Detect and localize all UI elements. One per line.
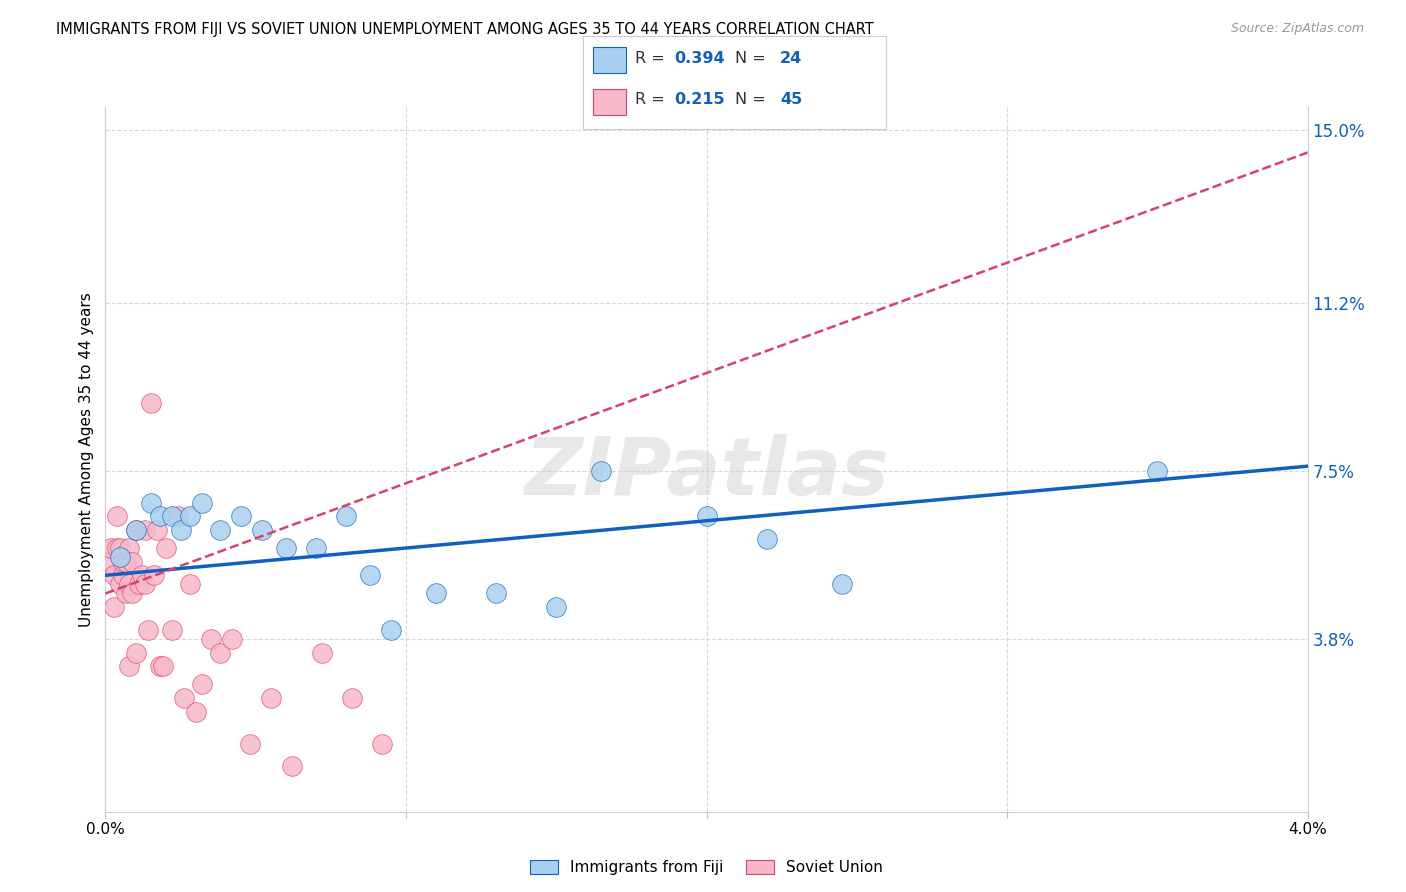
Text: ZIPatlas: ZIPatlas: [524, 434, 889, 513]
Point: [371, 737, 394, 751]
Point: [179, 577, 201, 591]
Point: [112, 555, 135, 569]
Point: [152, 659, 174, 673]
Point: [200, 632, 222, 646]
Point: [591, 464, 613, 478]
FancyBboxPatch shape: [592, 47, 626, 73]
Point: [97, 555, 120, 569]
Point: [118, 577, 141, 591]
Point: [112, 568, 135, 582]
Point: [359, 568, 381, 582]
Point: [169, 523, 191, 537]
Text: R =: R =: [636, 93, 669, 107]
Point: [124, 523, 146, 537]
Point: [124, 646, 146, 660]
Point: [160, 623, 183, 637]
Point: [166, 509, 188, 524]
Point: [148, 509, 170, 524]
Point: [173, 691, 195, 706]
Text: N =: N =: [734, 51, 770, 66]
Point: [142, 568, 165, 582]
Point: [107, 541, 129, 555]
Point: [160, 509, 183, 524]
Y-axis label: Unemployment Among Ages 35 to 44 years: Unemployment Among Ages 35 to 44 years: [79, 292, 94, 627]
Point: [118, 541, 141, 555]
Text: 0.215: 0.215: [675, 93, 725, 107]
Point: [155, 541, 177, 555]
Point: [124, 523, 146, 537]
Point: [208, 646, 231, 660]
Point: [110, 541, 132, 555]
Point: [100, 541, 122, 555]
Point: [425, 586, 447, 600]
Point: [121, 555, 143, 569]
Point: [281, 759, 304, 773]
Text: 45: 45: [780, 93, 803, 107]
Text: IMMIGRANTS FROM FIJI VS SOVIET UNION UNEMPLOYMENT AMONG AGES 35 TO 44 YEARS CORR: IMMIGRANTS FROM FIJI VS SOVIET UNION UNE…: [56, 22, 875, 37]
Point: [145, 523, 167, 537]
Point: [311, 646, 333, 660]
Point: [128, 577, 150, 591]
Point: [179, 509, 201, 524]
Point: [103, 600, 125, 615]
Point: [208, 523, 231, 537]
Point: [134, 523, 156, 537]
Point: [134, 577, 156, 591]
Point: [131, 568, 153, 582]
Text: 0.394: 0.394: [675, 51, 725, 66]
Point: [110, 577, 132, 591]
Point: [190, 495, 212, 509]
Point: [546, 600, 568, 615]
Point: [485, 586, 508, 600]
Point: [110, 550, 132, 565]
Text: Source: ZipAtlas.com: Source: ZipAtlas.com: [1230, 22, 1364, 36]
Text: N =: N =: [734, 93, 770, 107]
Point: [1146, 464, 1168, 478]
Text: 24: 24: [780, 51, 803, 66]
Point: [103, 568, 125, 582]
Point: [136, 623, 159, 637]
Point: [335, 509, 357, 524]
Point: [148, 659, 170, 673]
Point: [139, 395, 162, 409]
Point: [184, 705, 207, 719]
Point: [831, 577, 853, 591]
Point: [221, 632, 243, 646]
Point: [107, 509, 129, 524]
Point: [118, 659, 141, 673]
Point: [260, 691, 283, 706]
Point: [305, 541, 328, 555]
Text: R =: R =: [636, 51, 669, 66]
Point: [250, 523, 273, 537]
Point: [696, 509, 718, 524]
Point: [139, 495, 162, 509]
Point: [115, 586, 138, 600]
Point: [380, 623, 402, 637]
Point: [229, 509, 252, 524]
Point: [755, 532, 778, 546]
Point: [274, 541, 297, 555]
FancyBboxPatch shape: [592, 89, 626, 115]
Point: [190, 677, 212, 691]
Point: [239, 737, 262, 751]
Point: [340, 691, 363, 706]
Point: [121, 586, 143, 600]
Point: [115, 555, 138, 569]
Legend: Immigrants from Fiji, Soviet Union: Immigrants from Fiji, Soviet Union: [524, 855, 889, 881]
